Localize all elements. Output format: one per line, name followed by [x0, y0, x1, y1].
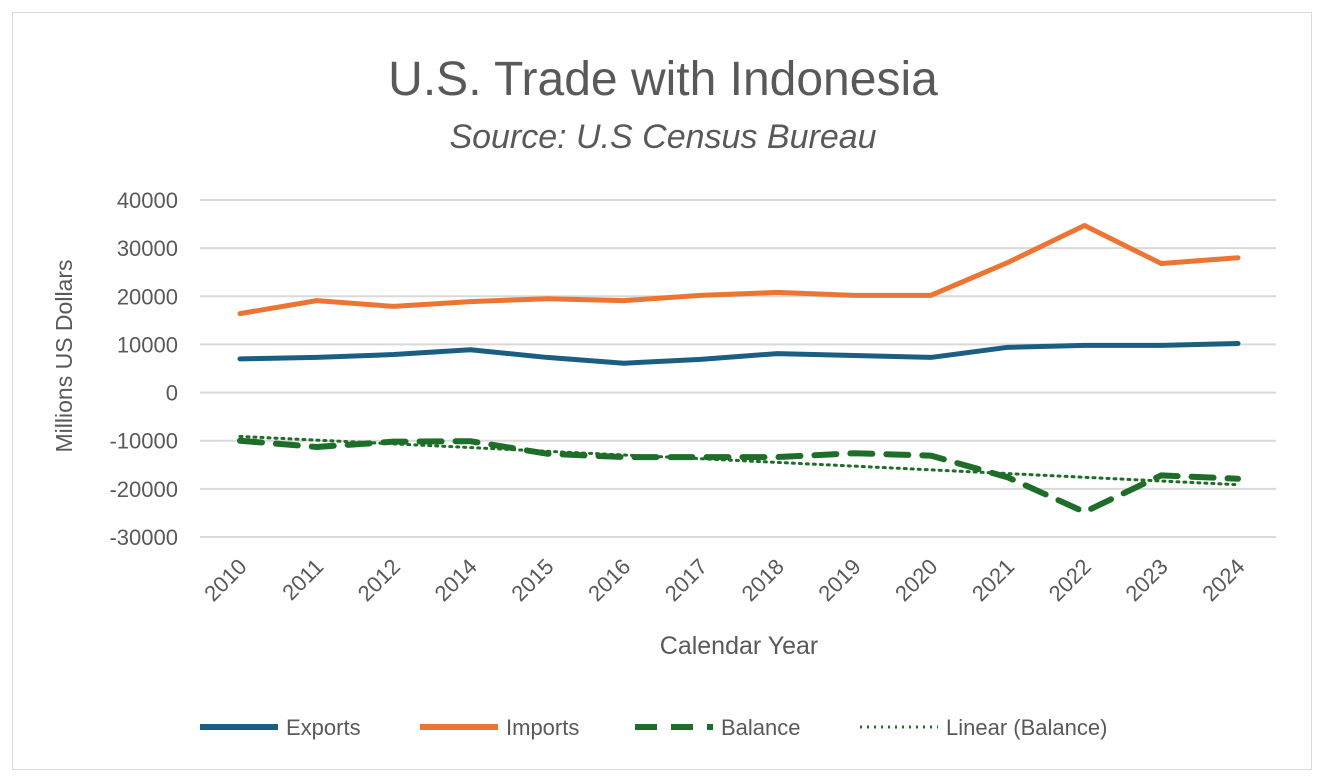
legend-label: Balance [721, 715, 801, 740]
chart-title: U.S. Trade with Indonesia [388, 53, 938, 106]
y-tick-label: 0 [166, 381, 178, 406]
chart-subtitle: Source: U.S Census Bureau [449, 118, 876, 156]
x-tick-label: 2021 [967, 554, 1019, 606]
x-tick-label: 2022 [1044, 554, 1096, 606]
y-tick-label: 40000 [117, 188, 178, 213]
y-tick-label: 10000 [117, 332, 178, 357]
x-tick-label: 2019 [813, 554, 865, 606]
x-tick-label: 2024 [1197, 554, 1249, 606]
series-line-balance [237, 437, 1241, 515]
y-tick-label: -20000 [109, 477, 178, 502]
x-tick-label: 2015 [506, 554, 558, 606]
x-axis-label: Calendar Year [660, 632, 818, 660]
x-tick-label: 2020 [890, 554, 942, 606]
x-tick-label: 2011 [277, 554, 328, 605]
series-line-exports [237, 340, 1241, 366]
y-tick-label: -30000 [109, 525, 178, 550]
y-axis-label: Millions US Dollars [51, 260, 77, 453]
legend-label: Linear (Balance) [946, 715, 1107, 740]
y-tick-label: -10000 [109, 429, 178, 454]
x-tick-label: 2017 [660, 554, 712, 606]
legend-label: Exports [286, 715, 361, 740]
y-tick-label: 20000 [117, 284, 178, 309]
x-tick-label: 2010 [199, 554, 251, 606]
x-tick-label: 2023 [1120, 554, 1172, 606]
y-tick-label: 30000 [117, 236, 178, 261]
series-line-imports [237, 223, 1241, 317]
trendline-balance [238, 434, 1240, 487]
x-tick-label: 2018 [737, 554, 789, 606]
x-tick-label: 2016 [583, 554, 635, 606]
legend-label: Imports [506, 715, 579, 740]
x-tick-label: 2012 [353, 554, 405, 606]
chart-border [12, 12, 1312, 770]
x-tick-label: 2014 [430, 554, 482, 606]
